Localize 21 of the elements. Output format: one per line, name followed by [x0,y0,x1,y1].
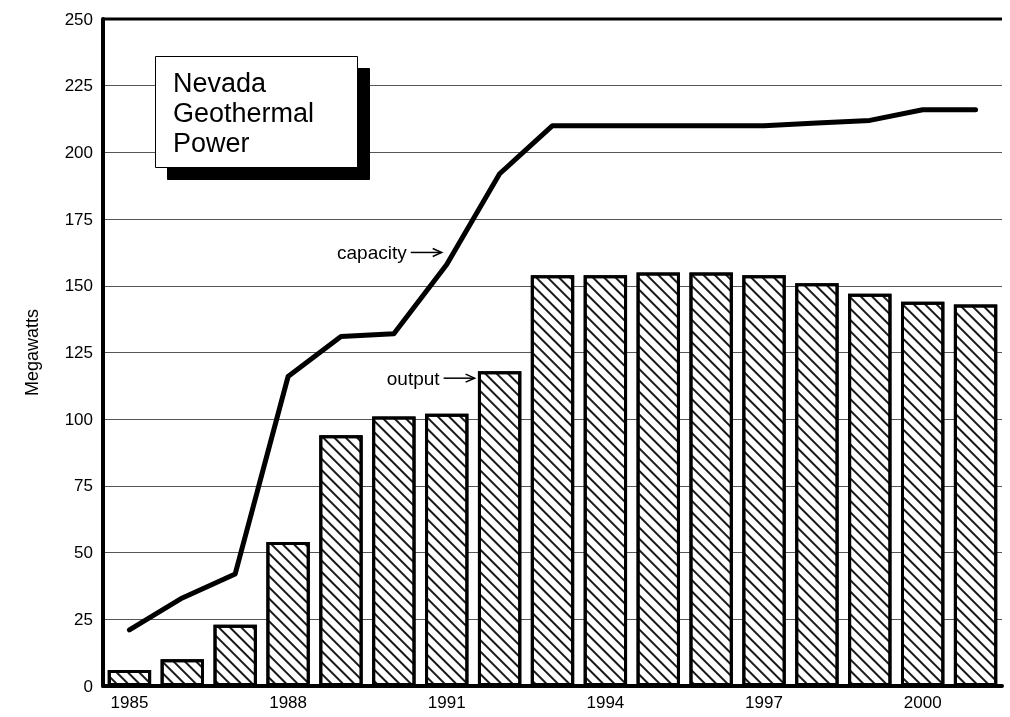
y-tick-label: 75 [74,476,93,496]
x-tick-label: 1985 [110,693,149,712]
y-tick-label: 200 [64,142,93,162]
x-tick-label: 1988 [269,693,307,712]
x-tick-label: 2000 [903,693,942,712]
y-tick-label: 150 [64,276,93,296]
y-tick-label: 50 [74,543,93,563]
y-tick-label: 25 [74,609,93,629]
y-tick-label: 0 [83,676,93,696]
y-tick-label: 250 [64,9,93,29]
y-tick-label: 175 [64,209,93,229]
text: Nevada Geothermal Power [173,68,322,158]
legend-label: capacity [337,241,408,263]
legend-label: output [386,367,441,389]
x-tick-label: 1994 [586,693,625,712]
y-axis-title: Megawatts [22,308,42,397]
x-tick-label: 1991 [427,693,466,712]
y-tick-label: 225 [64,76,93,96]
x-tick-label: 1997 [745,693,783,712]
y-tick-label: 100 [64,409,93,429]
y-tick-label: 125 [64,343,93,362]
